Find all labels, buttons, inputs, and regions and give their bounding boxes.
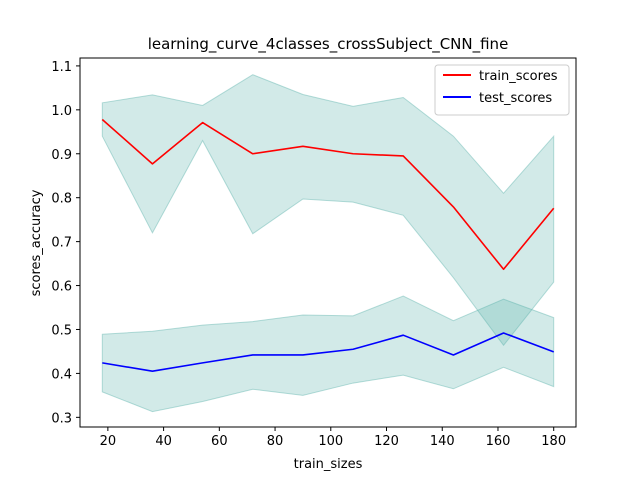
- x-tick-label: 120: [374, 434, 399, 449]
- chart-title: learning_curve_4classes_crossSubject_CNN…: [148, 35, 509, 54]
- y-tick-label: 0.6: [51, 280, 72, 295]
- x-axis-ticks: 20 40 60 80 100 120 140 160 180: [100, 427, 566, 449]
- legend-label-train: train_scores: [479, 69, 558, 84]
- x-tick-label: 100: [318, 434, 343, 449]
- line-train_scores: [101, 118, 555, 271]
- y-tick-label: 0.7: [51, 236, 72, 251]
- y-axis-title: scores_accuracy: [29, 189, 44, 296]
- x-tick-label: 20: [100, 434, 117, 449]
- x-tick-label: 80: [267, 434, 284, 449]
- confidence-bands: [101, 74, 555, 413]
- series-lines: [101, 118, 555, 373]
- x-tick-label: 180: [541, 434, 566, 449]
- x-tick-label: 140: [430, 434, 455, 449]
- plot-frame: [79, 57, 577, 428]
- legend-box: [434, 64, 570, 116]
- y-tick-label: 0.3: [51, 411, 72, 426]
- x-tick-label: 160: [486, 434, 511, 449]
- legend: train_scores test_scores: [434, 64, 570, 116]
- y-tick-label: 1.0: [51, 104, 72, 119]
- y-tick-label: 0.5: [51, 323, 72, 338]
- legend-label-test: test_scores: [479, 91, 552, 106]
- x-tick-label: 40: [155, 434, 172, 449]
- line-test_scores: [102, 332, 554, 373]
- y-tick-label: 0.4: [51, 367, 72, 382]
- y-tick-label: 0.8: [51, 192, 72, 207]
- x-axis-title: train_sizes: [294, 457, 363, 472]
- x-tick-label: 60: [211, 434, 228, 449]
- y-tick-label: 1.1: [51, 60, 72, 75]
- y-axis-ticks: 0.3 0.4 0.5 0.6 0.7 0.8 0.9 1.0 1.1: [51, 60, 80, 426]
- band-test_scores: [101, 295, 555, 413]
- band-train_scores: [101, 74, 555, 347]
- y-tick-label: 0.9: [51, 148, 72, 163]
